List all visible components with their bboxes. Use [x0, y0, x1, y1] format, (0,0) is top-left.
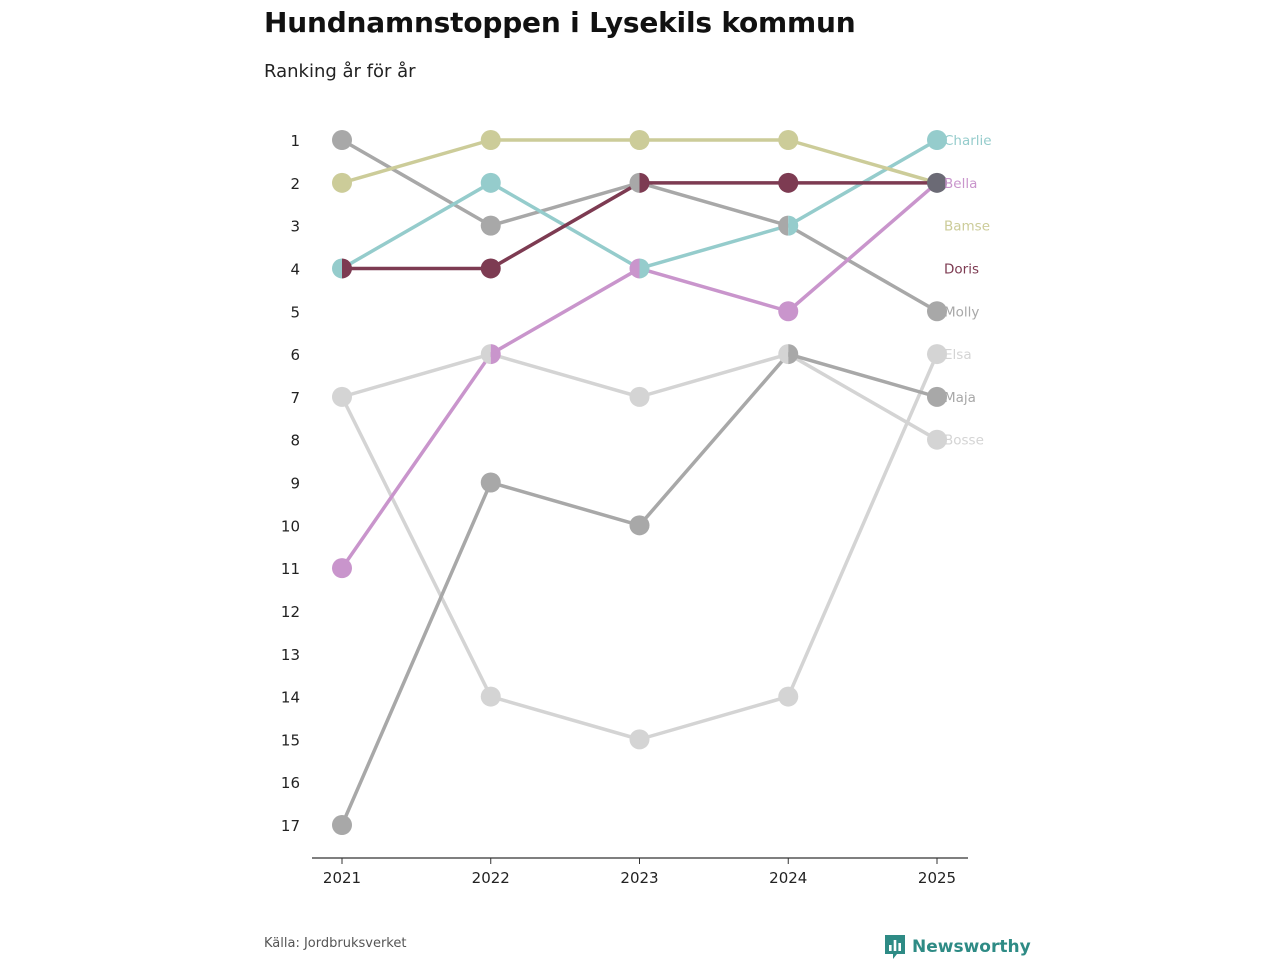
point-charlie	[927, 130, 947, 150]
series-line-elsa	[340, 352, 939, 742]
point-bella	[778, 301, 799, 322]
point-maja	[927, 386, 947, 407]
point-maja	[629, 515, 650, 536]
point-charlie	[480, 172, 501, 193]
y-tick-label: 17	[281, 817, 300, 835]
y-tick-label: 15	[281, 731, 300, 749]
point-bamse	[332, 172, 352, 193]
x-tick-label: 2022	[472, 869, 510, 887]
series-line-molly	[340, 138, 939, 313]
point-bella	[629, 258, 640, 279]
point-bosse	[629, 386, 650, 407]
point-molly	[778, 215, 789, 236]
series-line-bella	[340, 181, 939, 570]
point-bamse	[778, 130, 799, 150]
y-tick-label: 6	[290, 346, 300, 364]
point-charlie	[788, 215, 799, 236]
y-tick-label: 13	[281, 646, 300, 664]
y-tick-label: 3	[290, 218, 300, 236]
end-label-charlie: Charlie	[944, 133, 992, 149]
point-maja	[480, 472, 501, 493]
point-elsa	[629, 729, 650, 750]
y-tick-label: 4	[290, 260, 300, 278]
y-tick-label: 9	[290, 475, 300, 493]
series-line-doris	[340, 181, 939, 271]
y-tick-label: 1	[290, 132, 300, 150]
point-doris	[639, 172, 650, 193]
brand-logo[interactable]: Newsworthy	[884, 934, 1031, 960]
end-label-maja: Maja	[944, 390, 976, 406]
y-tick-label: 16	[281, 774, 300, 792]
point-bella-bamse-doris	[927, 172, 947, 193]
x-tick-label: 2024	[769, 869, 807, 887]
end-label-bosse: Bosse	[944, 433, 984, 449]
point-charlie	[639, 258, 650, 279]
series-end-labels: Charlie Bella Bamse Doris Molly Elsa Maja Bosse	[944, 133, 992, 449]
series-line-maja	[340, 352, 939, 827]
x-tick-label: 2025	[918, 869, 956, 887]
point-elsa	[927, 344, 947, 365]
point-maja	[788, 344, 799, 365]
y-tick-label: 10	[281, 517, 300, 535]
point-doris	[342, 258, 352, 279]
point-bamse	[480, 130, 501, 150]
end-label-molly: Molly	[944, 304, 979, 320]
brand-name: Newsworthy	[912, 937, 1031, 957]
series-points	[332, 130, 947, 835]
series-lines	[340, 138, 939, 827]
end-label-doris: Doris	[944, 261, 979, 277]
x-tick-label: 2023	[620, 869, 658, 887]
source-note: Källa: Jordbruksverket	[264, 936, 407, 951]
series-line-charlie	[340, 138, 939, 271]
point-elsa	[480, 686, 501, 707]
point-doris	[778, 172, 799, 193]
point-charlie	[332, 258, 342, 279]
end-label-elsa: Elsa	[944, 347, 972, 363]
y-tick-label: 7	[290, 389, 300, 407]
chart-title: Hundnamnstoppen i Lysekils kommun	[264, 6, 856, 39]
chart-subtitle: Ranking år för år	[264, 61, 416, 82]
point-bella	[332, 558, 352, 579]
y-tick-label: 14	[281, 689, 300, 707]
end-label-bella: Bella	[944, 176, 977, 192]
point-molly	[629, 172, 640, 193]
point-bella	[490, 344, 501, 365]
point-bosse	[342, 386, 352, 407]
y-tick-label: 2	[290, 175, 300, 193]
point-bosse	[927, 429, 947, 450]
y-tick-label: 12	[281, 603, 300, 621]
point-elsa	[332, 386, 342, 407]
end-label-bamse: Bamse	[944, 219, 990, 235]
y-tick-label: 5	[290, 303, 300, 321]
y-tick-label: 8	[290, 432, 300, 450]
point-maja	[332, 815, 352, 835]
point-bosse	[480, 344, 491, 365]
newsworthy-logo-icon	[885, 935, 905, 959]
point-bosse	[778, 344, 789, 365]
point-molly	[927, 301, 947, 322]
point-molly	[480, 215, 501, 236]
point-molly	[332, 130, 352, 150]
point-elsa	[778, 686, 799, 707]
point-bamse	[629, 130, 650, 150]
y-tick-label: 11	[281, 560, 300, 578]
point-doris	[480, 258, 501, 279]
x-axis: 2021 2022 2023 2024 2025	[312, 857, 968, 887]
x-tick-label: 2021	[323, 869, 361, 887]
